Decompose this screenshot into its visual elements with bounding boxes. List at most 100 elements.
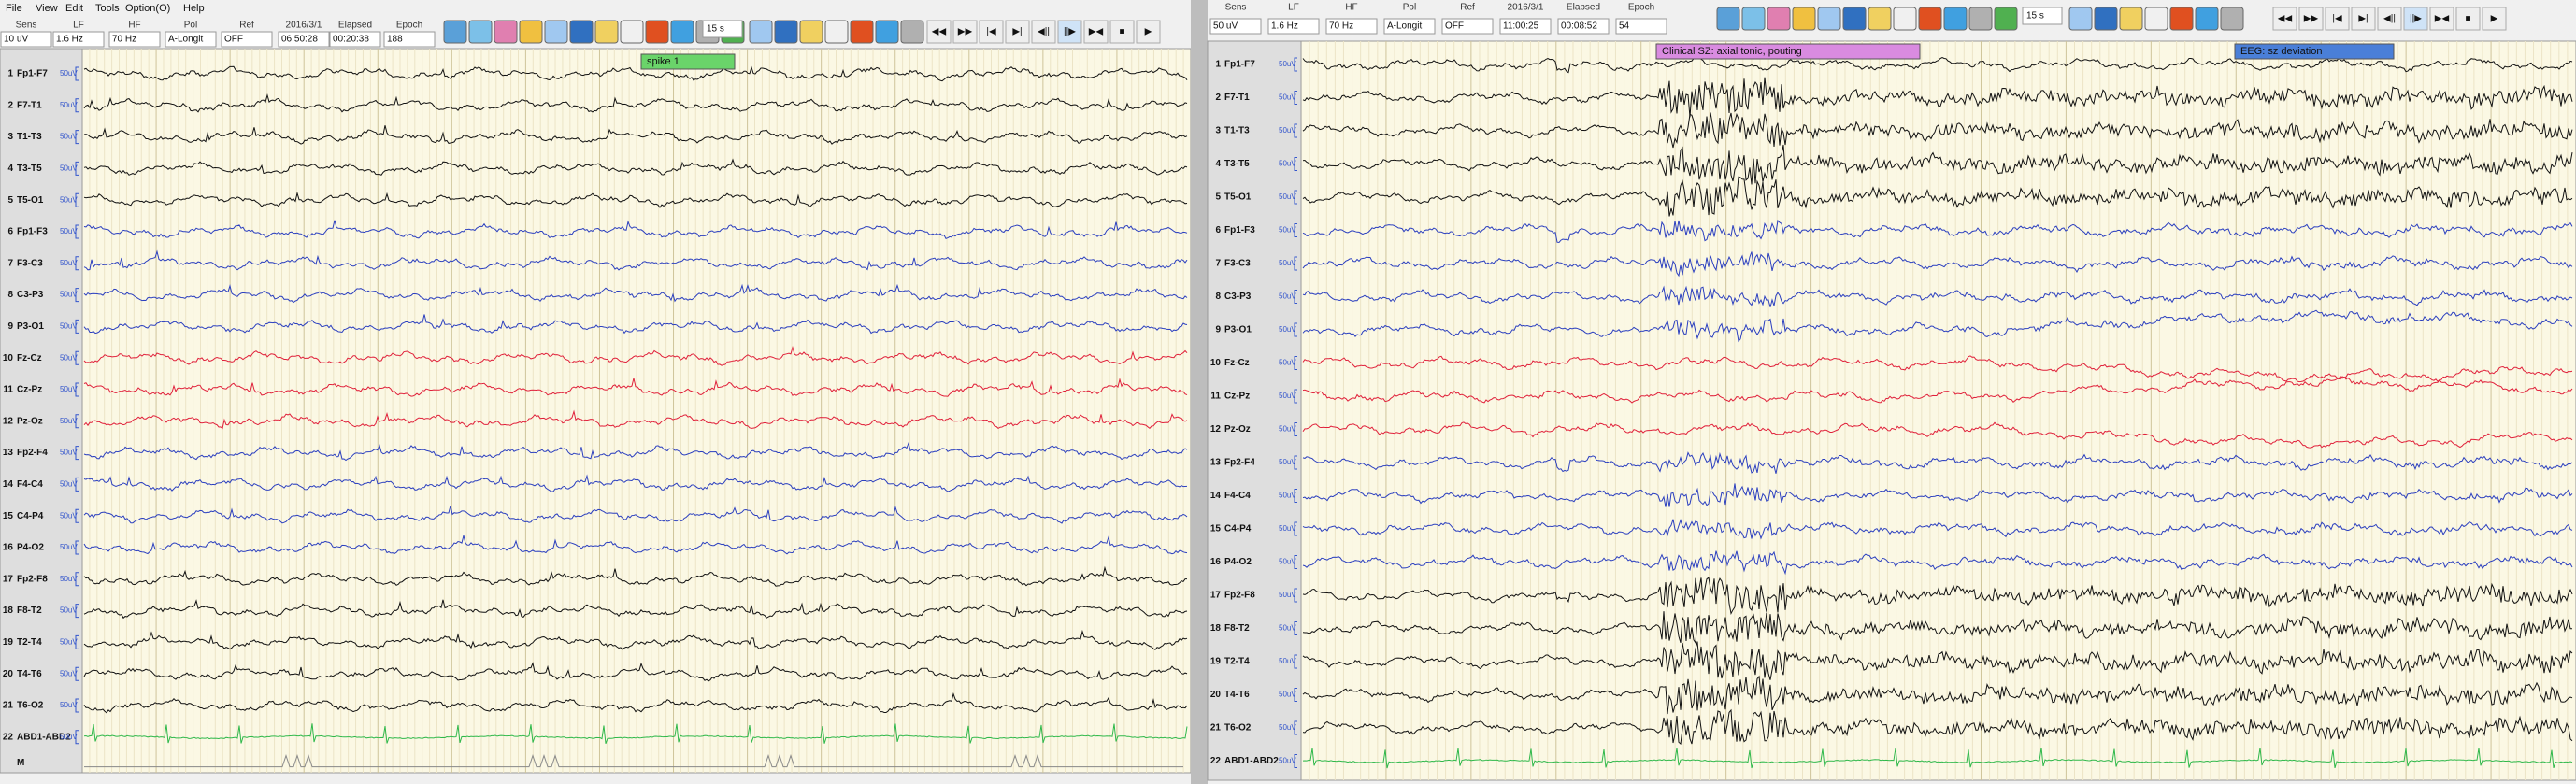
- channel-name: Fp1-F7: [17, 69, 48, 79]
- toolbar-field[interactable]: [383, 31, 436, 48]
- playback-button[interactable]: [2377, 7, 2402, 31]
- toolbar-icon[interactable]: [2094, 7, 2118, 31]
- toolbar-field[interactable]: [1383, 18, 1436, 35]
- playback-button[interactable]: [1109, 20, 1135, 44]
- toolbar-field[interactable]: [52, 31, 105, 48]
- playback-button[interactable]: [1031, 20, 1056, 44]
- toolbar-icon[interactable]: [645, 20, 669, 44]
- toolbar-icon[interactable]: [1842, 7, 1867, 31]
- toolbar-icon[interactable]: [1868, 7, 1892, 31]
- toolbar-icon[interactable]: [1716, 7, 1740, 31]
- toolbar-icon[interactable]: [2169, 7, 2194, 31]
- playback-button[interactable]: [2455, 7, 2481, 31]
- channel-number: 20: [3, 669, 14, 679]
- playback-button[interactable]: [2325, 7, 2350, 31]
- toolbar-value: A-Longit: [1387, 21, 1422, 32]
- toolbar-field[interactable]: [1557, 18, 1610, 35]
- toolbar-icon[interactable]: [494, 20, 518, 44]
- playback-button[interactable]: [2429, 7, 2454, 31]
- scale-bracket: [1294, 654, 1297, 669]
- toolbar-icon[interactable]: [594, 20, 619, 44]
- channel-name: Fp2-F8: [1224, 591, 1255, 601]
- annotation-box[interactable]: [2234, 43, 2395, 60]
- toolbar-icon[interactable]: [1792, 7, 1816, 31]
- playback-button[interactable]: [1083, 20, 1109, 44]
- toolbar-field[interactable]: [1615, 18, 1667, 35]
- toolbar-icon[interactable]: [1893, 7, 1917, 31]
- menu-item[interactable]: Edit: [65, 3, 83, 14]
- scale-bracket: [75, 698, 79, 713]
- menu-item[interactable]: Help: [183, 3, 205, 14]
- channel-name: F3-C3: [1224, 259, 1251, 269]
- eeg-trace: [83, 599, 1188, 620]
- toolbar-icon[interactable]: [850, 20, 874, 44]
- toolbar-field[interactable]: [1325, 18, 1378, 35]
- toolbar-field[interactable]: [1499, 18, 1552, 35]
- playback-button[interactable]: [2298, 7, 2324, 31]
- toolbar-field[interactable]: [108, 31, 161, 48]
- toolbar-icon[interactable]: [2119, 7, 2143, 31]
- toolbar-field[interactable]: [1441, 18, 1494, 35]
- toolbar-field[interactable]: [0, 31, 52, 48]
- toolbar-icon[interactable]: [468, 20, 493, 44]
- channel-number: 18: [3, 606, 14, 616]
- channel-number: 17: [3, 574, 14, 584]
- toolbar-icon[interactable]: [1968, 7, 1993, 31]
- playback-button[interactable]: [2272, 7, 2297, 31]
- scale-bracket: [1294, 720, 1297, 735]
- speed-select[interactable]: [702, 20, 743, 38]
- toolbar-icon[interactable]: [749, 20, 773, 44]
- playback-button[interactable]: [1136, 20, 1161, 44]
- toolbar-icon[interactable]: [824, 20, 849, 44]
- eeg-trace: [1302, 421, 2573, 449]
- menu-item[interactable]: Option(O): [125, 3, 170, 14]
- toolbar-icon[interactable]: [900, 20, 924, 44]
- toolbar-icon[interactable]: [569, 20, 594, 44]
- toolbar-field[interactable]: [165, 31, 217, 48]
- playback-button[interactable]: [2482, 7, 2507, 31]
- playback-button[interactable]: [979, 20, 1004, 44]
- menu-item[interactable]: View: [36, 3, 58, 14]
- toolbar-icon[interactable]: [544, 20, 568, 44]
- toolbar-field[interactable]: [278, 31, 330, 48]
- speed-select[interactable]: [2022, 7, 2063, 25]
- playback-button[interactable]: [1005, 20, 1030, 44]
- playback-button[interactable]: [926, 20, 952, 44]
- toolbar-icon[interactable]: [443, 20, 467, 44]
- toolbar-field[interactable]: [221, 31, 273, 48]
- playback-icon: ▶▶: [958, 27, 973, 37]
- annotation-box[interactable]: [1655, 43, 1921, 60]
- channel-name: T5-O1: [1224, 192, 1252, 203]
- playback-button[interactable]: [2403, 7, 2428, 31]
- toolbar-icon[interactable]: [875, 20, 899, 44]
- menu-item[interactable]: File: [6, 3, 22, 14]
- scale-bracket: [75, 572, 79, 587]
- toolbar-icon[interactable]: [2220, 7, 2244, 31]
- toolbar-icon[interactable]: [2144, 7, 2168, 31]
- toolbar-icon[interactable]: [620, 20, 644, 44]
- toolbar-icon[interactable]: [2195, 7, 2219, 31]
- eeg-trace: [83, 158, 1188, 176]
- toolbar-field[interactable]: [329, 31, 381, 48]
- toolbar-icon[interactable]: [799, 20, 823, 44]
- toolbar-icon[interactable]: [1918, 7, 1942, 31]
- toolbar-field[interactable]: [1209, 18, 1262, 35]
- playback-button[interactable]: [952, 20, 978, 44]
- toolbar-icon[interactable]: [2068, 7, 2093, 31]
- toolbar-icon[interactable]: [1767, 7, 1791, 31]
- toolbar-icon[interactable]: [670, 20, 694, 44]
- playback-button[interactable]: [1057, 20, 1082, 44]
- toolbar-icon[interactable]: [1817, 7, 1841, 31]
- toolbar-icon[interactable]: [774, 20, 798, 44]
- toolbar-icon[interactable]: [1943, 7, 1968, 31]
- channel-number: 12: [3, 416, 14, 426]
- toolbar-icon[interactable]: [1741, 7, 1766, 31]
- annotation-box[interactable]: [640, 53, 736, 70]
- menu-item[interactable]: Tools: [95, 3, 120, 14]
- playback-button[interactable]: [2351, 7, 2376, 31]
- eeg-trace: [83, 125, 1188, 145]
- toolbar-field[interactable]: [1267, 18, 1320, 35]
- channel-number: 22: [1210, 756, 1222, 766]
- toolbar-icon[interactable]: [519, 20, 543, 44]
- toolbar-icon[interactable]: [1994, 7, 2018, 31]
